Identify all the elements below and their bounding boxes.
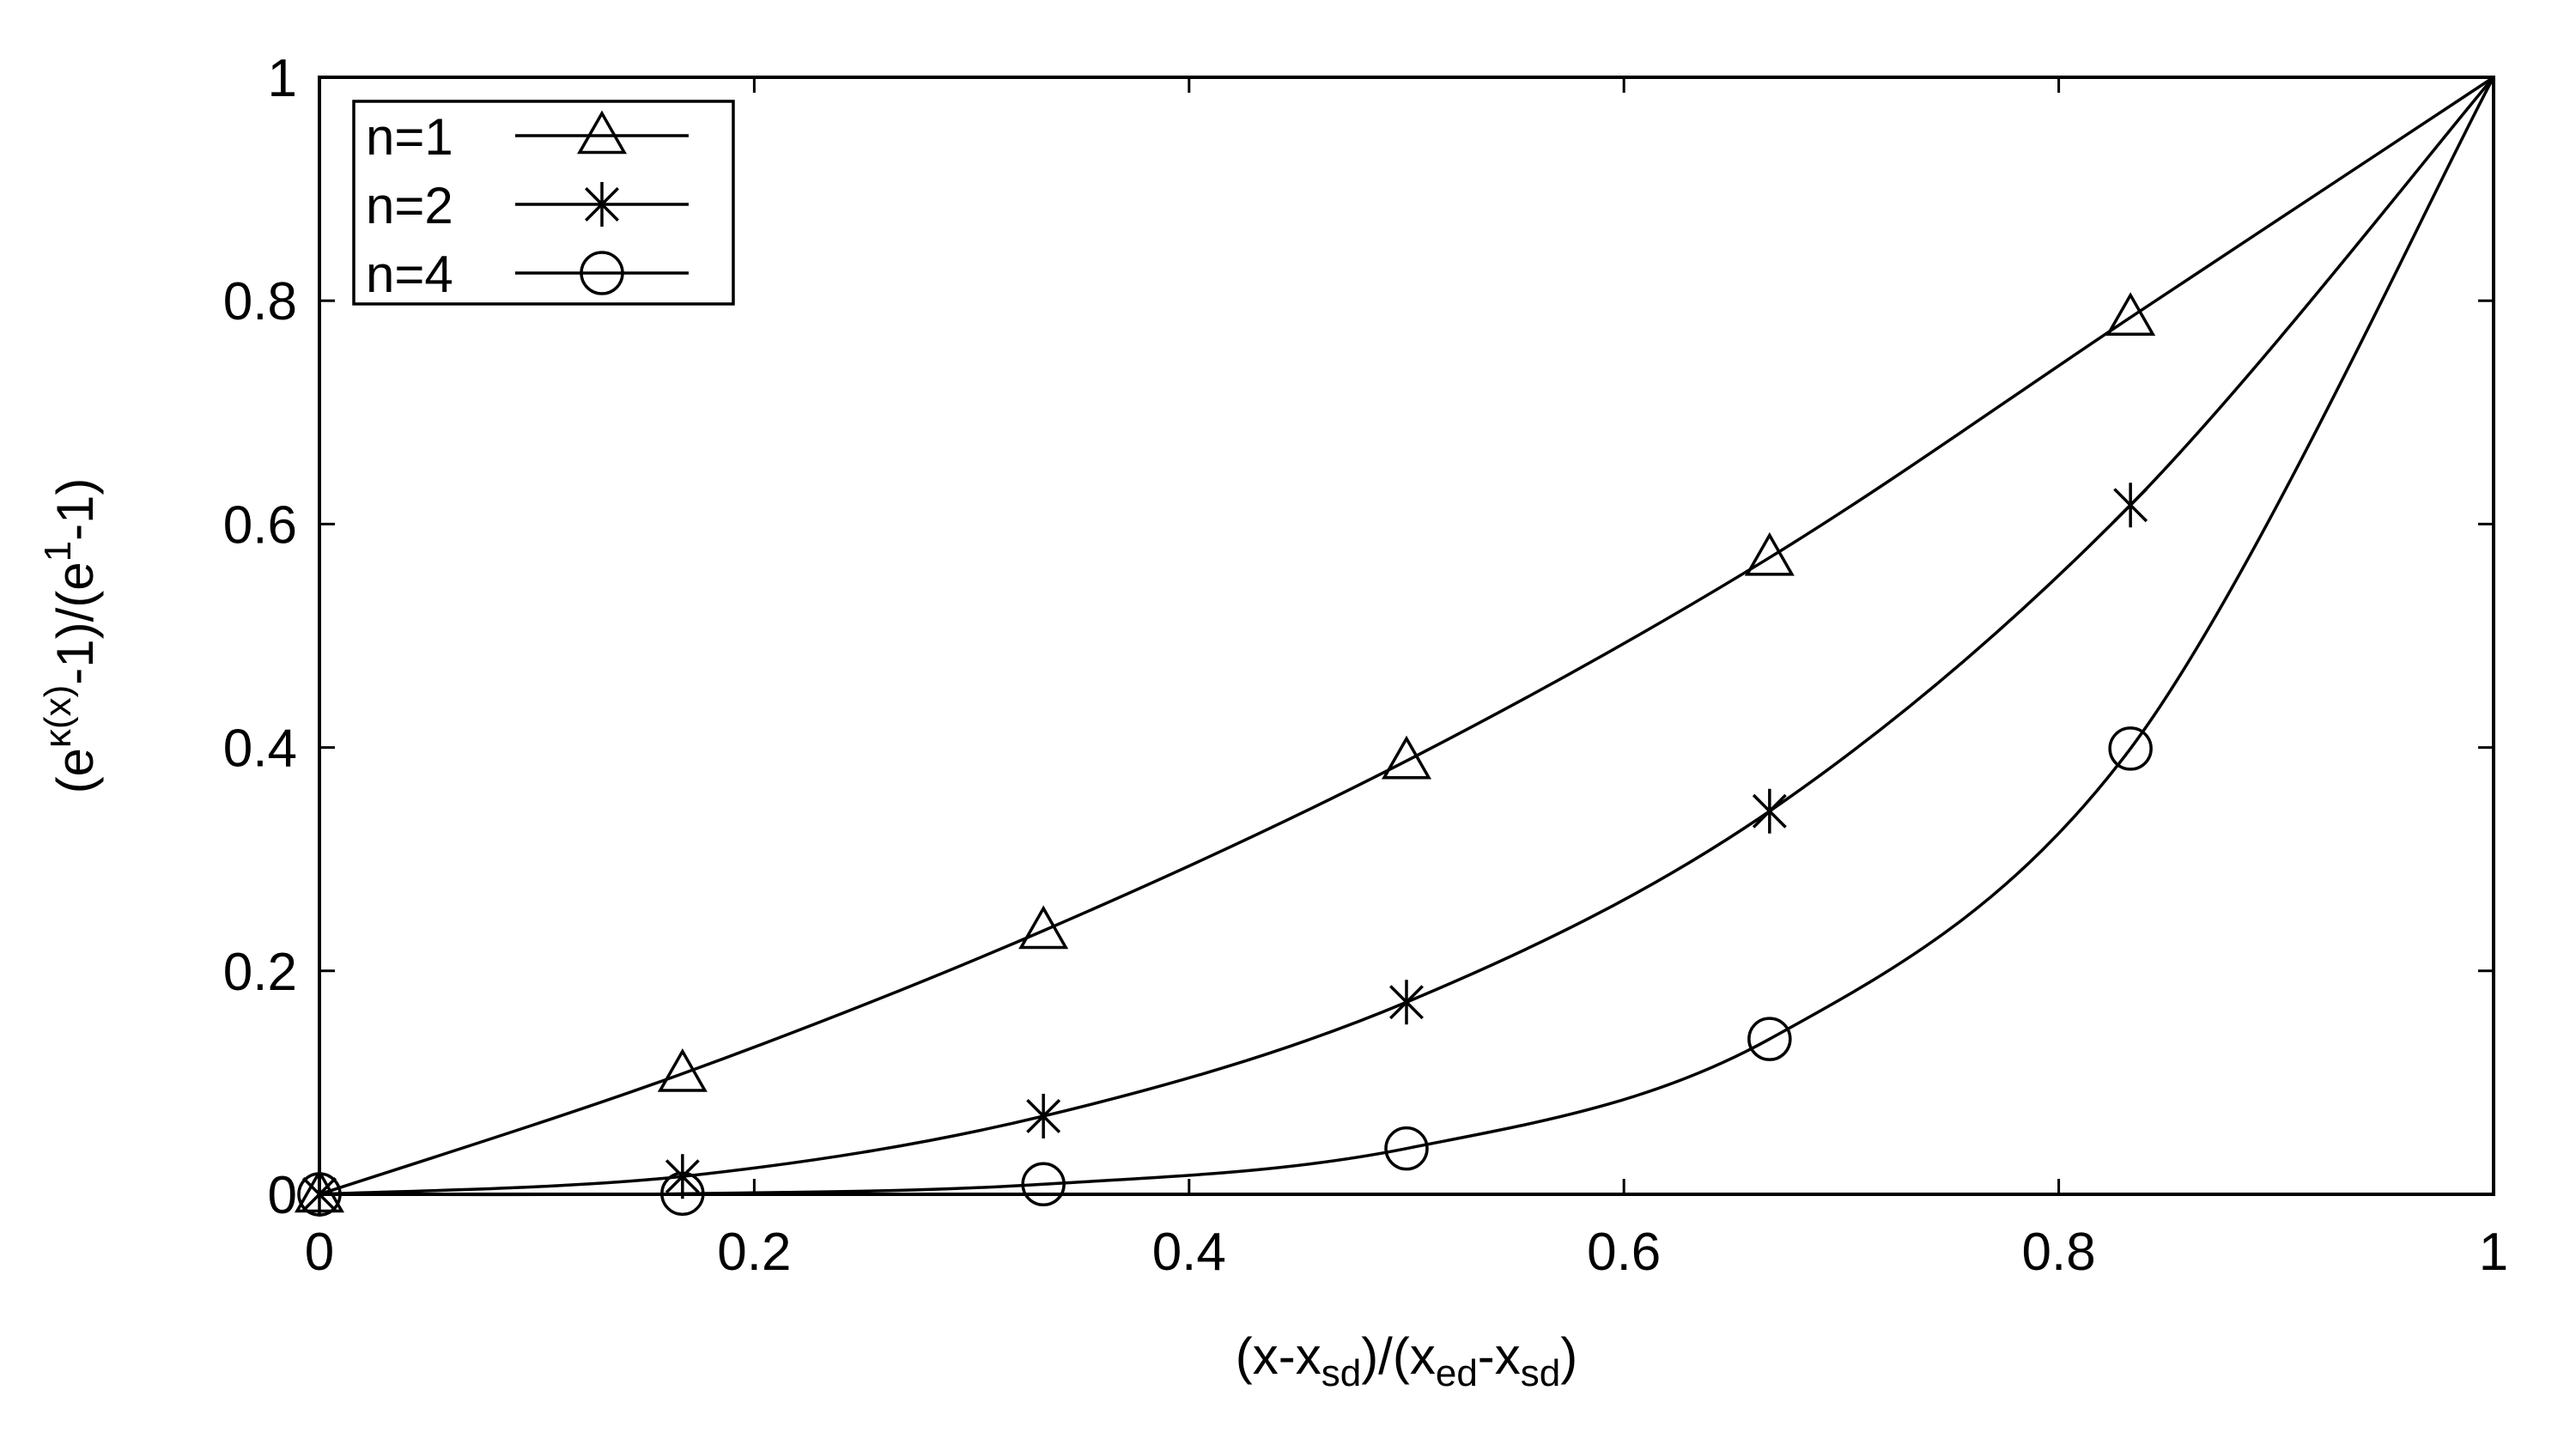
plot-frame [318,76,2495,1196]
data-point-star [2113,483,2148,528]
x-tick-label: 0.8 [2021,1223,2095,1282]
star-stroke [665,1159,700,1194]
y-tick-label: 0.2 [223,943,297,1002]
data-point-star [1026,1093,1061,1138]
y-tick-label: 0.6 [223,495,297,555]
data-point-star [665,1154,700,1199]
markers [294,292,2156,1217]
series-line-1 [319,76,2494,1196]
star-stroke [2113,488,2148,523]
star-stroke [1752,793,1787,829]
axis-label-part: -1) [46,478,104,541]
x-tick-label: 0.6 [1587,1223,1661,1282]
axis-label-part: ) [1560,1327,1577,1385]
axis-label-part: ed [1436,1352,1478,1394]
y-tick-label: 0.8 [223,272,297,331]
data-point-star [1752,788,1787,834]
data-point-star [1389,980,1424,1025]
data-point-triangle [1018,905,1069,950]
x-tick-label: 0 [305,1223,334,1282]
data-point-triangle [2105,292,2156,336]
legend: n=1 n=2 n=4 [352,100,735,306]
legend-marker-star [585,182,619,227]
axis-label-part: sd [1521,1352,1560,1394]
y-tick-label: 0 [268,1166,297,1225]
axis-label-part: (x-x [1236,1327,1321,1385]
legend-label: n=4 [366,246,453,303]
x-tick-label: 0.4 [1152,1223,1226,1282]
axis-label-part: 1 [37,541,79,562]
legend-marker-circle [580,251,624,295]
star-stroke [1026,1098,1061,1133]
axis-label-part: -1)/(e [46,562,104,684]
axis-label-part: (e [46,748,104,793]
x-tick-label: 0.2 [717,1223,791,1282]
data-point-circle [1021,1162,1066,1207]
y-axis-label: (eκ(x)​-1)/(e1​-1) [37,478,104,794]
x-axis-label: (x-xsd​)/(xed​-xsd​) [1236,1327,1578,1394]
data-point-circle [2108,726,2153,771]
legend-marker-triangle [576,110,628,155]
y-tick-label: 1 [268,49,297,108]
axis-label-part: )/(x [1361,1327,1436,1385]
legend-label: n=2 [366,177,453,234]
tick-labels: 0 0.2 0.4 0.6 0.8 1 0 0.2 0.4 0.6 0.8 1 [223,49,2508,1282]
data-point-triangle [1744,531,1795,576]
data-point-circle [1747,1017,1792,1061]
y-tick-label: 0.4 [223,719,297,779]
star-stroke [585,187,619,222]
x-tick-label: 1 [2479,1223,2508,1282]
axis-label-part: -x [1478,1327,1521,1385]
data-point-circle [1384,1126,1429,1171]
data-point-triangle [657,1047,708,1092]
axis-label-part: sd [1321,1352,1361,1394]
axis-label-part: κ(x) [37,685,79,748]
data-point-triangle [1381,735,1432,780]
legend-label: n=1 [366,108,453,166]
star-stroke [1389,985,1424,1020]
